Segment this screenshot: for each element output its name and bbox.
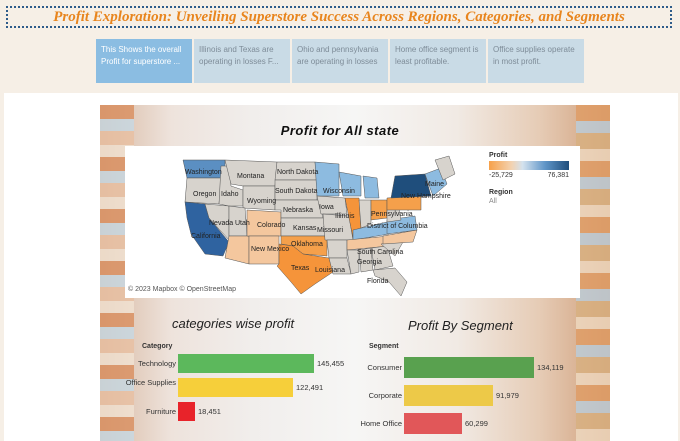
category-label-0: Technology	[138, 359, 176, 368]
story-point-4-label: Home office segment is least profitable.	[395, 45, 479, 66]
map-label-louisiana: Louisiana	[315, 267, 345, 274]
map-label-south-carolina: South Carolina	[357, 249, 403, 256]
segment-bar-1[interactable]	[404, 385, 493, 406]
story-point-2-label: Illinois and Texas are operating in loss…	[199, 45, 279, 66]
story-point-1[interactable]: This Shows the overall Profit for supers…	[96, 39, 192, 83]
map-label-kansas: Kansas	[293, 225, 317, 232]
story-point-3-label: Ohio and pennsylvania are operating in l…	[297, 45, 379, 66]
segment-value-2: 60,299	[465, 418, 488, 428]
category-label-1: Office Supplies	[125, 378, 176, 387]
category-bar-1[interactable]	[178, 378, 293, 397]
map-label-florida: Florida	[367, 278, 389, 285]
map-label-district-of-columbia: District of Columbia	[367, 223, 428, 230]
story-point-5[interactable]: Office supplies operate in most profit.	[488, 39, 584, 83]
map-label-wyoming: Wyoming	[247, 198, 276, 205]
segment-label-2: Home Office	[360, 419, 402, 428]
map-label-oklahoma: Oklahoma	[291, 241, 323, 248]
map-label-pennsylvania: Pennsylvania	[371, 211, 413, 218]
shelf-right-decoration	[576, 105, 610, 441]
state-michigan[interactable]	[362, 175, 380, 199]
map-label-oregon: Oregon	[193, 191, 216, 198]
story-point-3[interactable]: Ohio and pennsylvania are operating in l…	[292, 39, 388, 83]
state-north-carolina[interactable]	[382, 229, 418, 245]
legend-max: 76,381	[547, 172, 569, 179]
map-label-washington: Washington	[185, 169, 222, 176]
map-label-missouri: Missouri	[317, 227, 344, 234]
state-minnesota[interactable]	[314, 161, 340, 197]
state-texas[interactable]	[276, 243, 334, 295]
legend-min: -25,729	[489, 172, 513, 179]
map-label-south-dakota: South Dakota	[275, 188, 318, 195]
state-mississippi[interactable]	[346, 249, 360, 275]
map-label-idaho: Idaho	[221, 191, 239, 198]
category-value-0: 145,455	[317, 358, 345, 368]
story-point-2[interactable]: Illinois and Texas are operating in loss…	[194, 39, 290, 83]
category-bar-2[interactable]	[178, 402, 195, 421]
state-indiana[interactable]	[358, 199, 372, 229]
story-point-1-label: This Shows the overall Profit for supers…	[101, 45, 182, 66]
map-label-illinois: Illinois	[335, 213, 355, 220]
map-label-new-mexico: New Mexico	[251, 246, 289, 253]
state-georgia[interactable]	[370, 245, 394, 271]
story-point-4[interactable]: Home office segment is least profitable.	[390, 39, 486, 83]
map-label-nebraska: Nebraska	[283, 207, 313, 214]
category-value-1: 122,491	[296, 382, 324, 392]
state-arizona[interactable]	[224, 235, 250, 265]
map-label-iowa: Iowa	[319, 204, 334, 211]
region-filter-value[interactable]: All	[489, 198, 497, 205]
dashboard-title-box: Profit Exploration: Unveiling Superstore…	[6, 6, 672, 28]
map-attribution[interactable]: © 2023 Mapbox © OpenStreetMap	[128, 286, 236, 293]
state-iowa[interactable]	[316, 195, 348, 215]
region-filter-title: Region	[489, 189, 513, 196]
map-label-colorado: Colorado	[257, 222, 286, 229]
map-label-california: California	[191, 233, 221, 240]
us-state-map[interactable]: Washington Montana North Dakota Oregon I…	[125, 146, 485, 296]
state-arkansas[interactable]	[326, 239, 348, 259]
state-maine[interactable]	[434, 155, 456, 181]
legend-title: Profit	[489, 152, 508, 159]
dashboard-title: Profit Exploration: Unveiling Superstore…	[53, 8, 625, 25]
category-chart-title: categories wise profit	[172, 316, 295, 331]
map-label-montana: Montana	[237, 173, 264, 180]
map-label-texas: Texas	[291, 265, 310, 272]
map-label-maine: Maine	[425, 181, 444, 188]
category-label-2: Furniture	[145, 407, 176, 416]
segment-bar-2[interactable]	[404, 413, 462, 434]
segment-axis-header: Segment	[369, 343, 399, 350]
segment-label-1: Corporate	[368, 391, 402, 400]
segment-chart-title: Profit By Segment	[408, 318, 513, 333]
story-point-5-label: Office supplies operate in most profit.	[493, 45, 575, 66]
story-navigator: This Shows the overall Profit for supers…	[96, 39, 584, 83]
map-label-utah: Utah	[235, 220, 250, 227]
category-bar-0[interactable]	[178, 354, 314, 373]
map-label-georgia: Georgia	[357, 259, 382, 266]
category-value-2: 18,451	[198, 406, 221, 416]
state-new-york[interactable]	[390, 173, 432, 199]
category-axis-header: Category	[142, 343, 173, 350]
map-title: Profit for All state	[280, 123, 400, 138]
map-label-north-dakota: North Dakota	[277, 169, 318, 176]
segment-value-1: 91,979	[496, 390, 519, 400]
segment-value-0: 134,119	[537, 362, 564, 372]
map-label-wisconsin: Wisconsin	[323, 188, 355, 195]
segment-label-0: Consumer	[367, 363, 402, 372]
map-label-new-hampshire: New Hampshire	[401, 193, 451, 200]
state-kentucky[interactable]	[352, 221, 390, 241]
legend-color-ramp	[489, 161, 569, 170]
map-legend: Profit -25,729 76,381 Region All	[489, 152, 577, 205]
state-wisconsin[interactable]	[338, 171, 362, 197]
profit-map[interactable]: Washington Montana North Dakota Oregon I…	[125, 146, 580, 298]
map-label-nevada: Nevada	[209, 220, 233, 227]
segment-bar-0[interactable]	[404, 357, 534, 378]
state-florida[interactable]	[372, 267, 408, 296]
